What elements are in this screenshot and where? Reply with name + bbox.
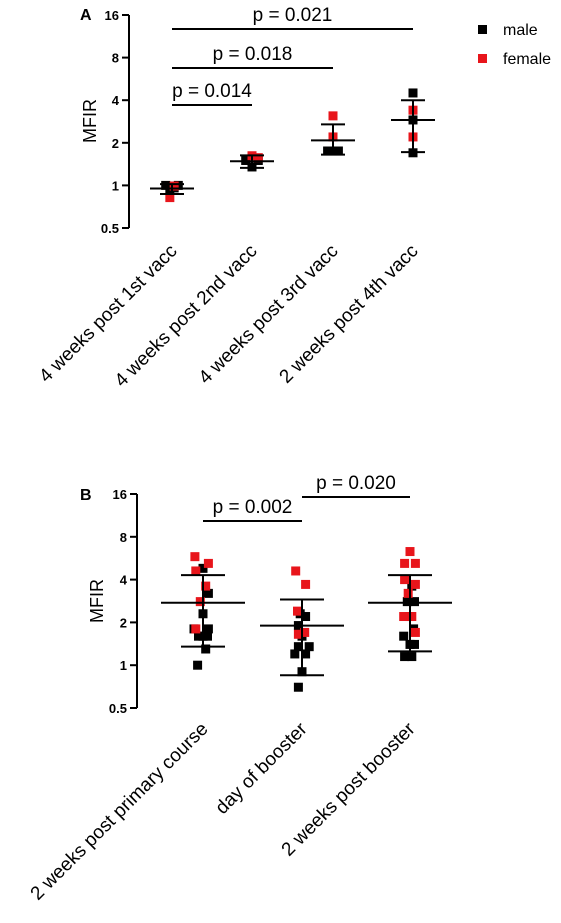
legend-female-marker — [478, 54, 487, 63]
x-category-label: 4 weeks post 3rd vacc — [195, 241, 343, 389]
data-point-male — [198, 563, 208, 573]
data-point-female — [293, 606, 302, 616]
panel-a-label: A — [80, 7, 92, 24]
data-point-male — [201, 644, 211, 654]
panel-a-y-axis-label: MFIR — [80, 99, 100, 143]
data-point-female — [169, 181, 179, 191]
data-point-male — [408, 88, 418, 98]
data-point-male — [203, 624, 213, 634]
data-point-male — [402, 597, 412, 607]
data-point-male — [193, 660, 203, 670]
data-point-female — [410, 558, 420, 568]
data-point-female — [400, 575, 410, 585]
data-point-female — [328, 111, 338, 121]
data-point-male — [290, 649, 300, 659]
p-value-label: p = 0.021 — [253, 5, 333, 26]
legend: male female — [478, 22, 551, 68]
data-point-female — [403, 588, 413, 598]
data-point-female — [291, 566, 301, 576]
y-tick-label: 1 — [120, 658, 127, 673]
data-point-male — [293, 642, 303, 652]
y-tick-label: 1 — [112, 178, 119, 193]
data-point-female — [203, 558, 213, 568]
x-category-label: 4 weeks post 2nd vacc — [111, 241, 262, 392]
data-point-male — [323, 146, 333, 156]
data-point-male — [203, 631, 212, 641]
data-point-female — [293, 629, 303, 639]
data-point-male — [407, 652, 417, 662]
data-point-female — [195, 597, 205, 607]
data-point-male — [333, 146, 343, 156]
y-tick-label: 8 — [112, 51, 119, 66]
data-point-female — [407, 612, 417, 622]
y-tick-label: 16 — [113, 487, 127, 502]
p-value-label: p = 0.020 — [316, 473, 396, 494]
x-category-label: day of booster — [212, 718, 312, 818]
data-point-female — [301, 579, 311, 589]
x-category-label: 4 weeks post 1st vacc — [35, 241, 181, 387]
y-tick-label: 16 — [105, 8, 119, 23]
data-point-female — [410, 579, 420, 589]
data-point-male — [301, 612, 311, 622]
y-tick-label: 2 — [120, 615, 127, 630]
y-tick-label: 4 — [120, 573, 128, 588]
y-tick-label: 0.5 — [109, 701, 127, 716]
data-point-male — [293, 682, 303, 692]
y-tick-label: 4 — [112, 93, 120, 108]
data-point-male — [304, 642, 314, 652]
panel-b-plot: 0.5 1 2 4 8 16 2 weeks post primary courseday … — [27, 473, 452, 905]
data-point-female — [165, 193, 175, 203]
data-point-female — [253, 153, 263, 163]
data-point-female — [410, 627, 420, 637]
data-point-male — [399, 631, 409, 641]
legend-male-label: male — [503, 22, 538, 39]
data-point-female — [201, 581, 211, 591]
data-point-female — [190, 552, 200, 562]
panel-b-label: B — [80, 487, 92, 504]
data-point-male — [400, 652, 410, 662]
p-value-label: p = 0.014 — [172, 81, 252, 102]
legend-female-label: female — [503, 51, 551, 68]
data-point-male — [410, 639, 419, 649]
y-tick-label: 8 — [120, 530, 127, 545]
p-value-label: p = 0.002 — [213, 497, 293, 518]
data-point-male — [301, 649, 311, 659]
data-point-female — [191, 624, 201, 634]
x-category-label: 2 weeks post 4th vacc — [276, 241, 423, 388]
p-value-label: p = 0.018 — [213, 44, 293, 65]
data-point-female — [191, 566, 201, 576]
panel-b-y-axis-label: MFIR — [87, 579, 107, 623]
data-point-female — [400, 558, 410, 568]
data-point-male — [410, 597, 419, 607]
legend-male-marker — [478, 25, 487, 34]
data-point-female — [405, 547, 415, 557]
data-point-female — [300, 627, 310, 637]
data-point-male — [203, 588, 213, 598]
y-tick-label: 0.5 — [101, 221, 119, 236]
x-category-label: 2 weeks post primary course — [27, 719, 213, 905]
y-tick-label: 2 — [112, 136, 119, 151]
data-point-female — [399, 612, 409, 622]
